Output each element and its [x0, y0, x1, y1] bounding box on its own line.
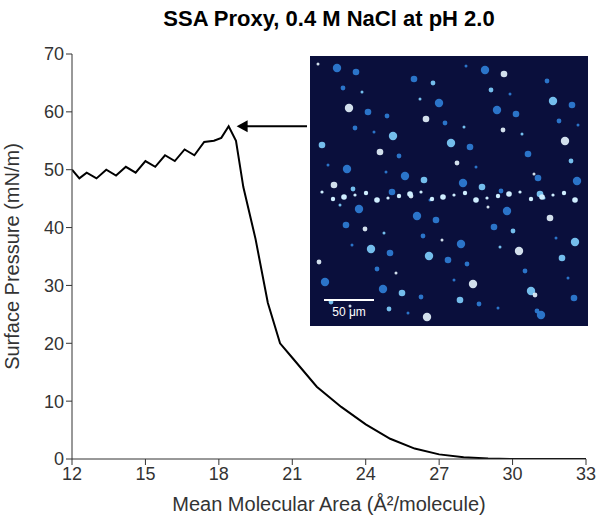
svg-text:10: 10: [44, 392, 64, 412]
svg-text:20: 20: [44, 334, 64, 354]
svg-text:18: 18: [209, 464, 229, 484]
svg-text:60: 60: [44, 102, 64, 122]
svg-text:Surface Pressure (mN/m): Surface Pressure (mN/m): [1, 143, 23, 370]
svg-text:30: 30: [503, 464, 523, 484]
svg-text:15: 15: [135, 464, 155, 484]
svg-text:70: 70: [44, 44, 64, 64]
svg-text:0: 0: [54, 449, 64, 469]
svg-text:33: 33: [576, 464, 596, 484]
svg-text:Mean Molecular Area (Å²/molecu: Mean Molecular Area (Å²/molecule): [172, 493, 485, 515]
svg-text:30: 30: [44, 276, 64, 296]
svg-text:24: 24: [356, 464, 376, 484]
svg-text:21: 21: [282, 464, 302, 484]
svg-text:27: 27: [429, 464, 449, 484]
svg-text:12: 12: [62, 464, 82, 484]
svg-text:40: 40: [44, 218, 64, 238]
svg-text:50 μm: 50 μm: [332, 305, 366, 319]
html-text:SSA Proxy, 0.4 M NaCl at pH 2.: SSA Proxy, 0.4 M NaCl at pH 2.0: [163, 6, 495, 31]
svg-text:50: 50: [44, 160, 64, 180]
